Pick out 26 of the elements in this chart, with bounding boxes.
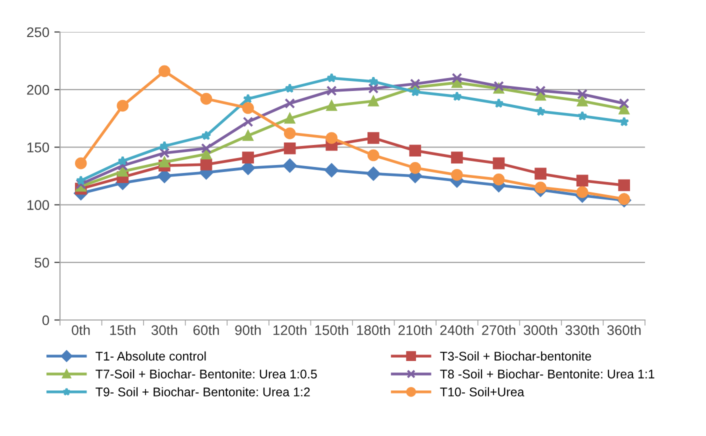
x-tick-label: 240th <box>440 324 474 336</box>
legend-label: T7-Soil + Biochar- Bentonite: Urea 1:0.5 <box>96 369 317 378</box>
x-tick-label: 30th <box>151 324 178 336</box>
x-tick-label: 300th <box>524 324 558 336</box>
x-tick-label: 210th <box>398 324 432 336</box>
legend-label: T3-Soil + Biochar-bentonite <box>440 351 592 361</box>
y-tick-label: 150 <box>27 142 50 152</box>
x-tick-label: 330th <box>565 324 599 336</box>
x-tick-label: 180th <box>357 324 390 336</box>
legend-label: T1- Absolute control <box>96 351 206 361</box>
legend-label: T9- Soil + Biochar- Bentonite: Urea 1:2 <box>96 387 310 396</box>
x-tick-label: 60th <box>193 324 219 336</box>
x-tick-label: 150th <box>315 324 348 336</box>
x-tick-label: 0th <box>72 324 90 336</box>
x-tick-label: 360th <box>607 324 641 336</box>
x-tick-label: 270th <box>482 324 516 336</box>
x-tick-label: 90th <box>235 324 261 336</box>
y-tick-label: 100 <box>27 200 50 210</box>
y-tick-label: 250 <box>27 27 50 38</box>
legend-label: T10- Soil+Urea <box>440 387 524 396</box>
y-tick-label: 200 <box>27 84 50 95</box>
x-tick-label: 15th <box>110 324 136 336</box>
x-tick-label: 120th <box>274 324 306 336</box>
legend-label: T8 -Soil + Biochar- Bentonite: Urea 1:1 <box>440 369 654 378</box>
y-tick-label: 50 <box>34 258 50 268</box>
y-tick-label: 0 <box>42 315 50 326</box>
